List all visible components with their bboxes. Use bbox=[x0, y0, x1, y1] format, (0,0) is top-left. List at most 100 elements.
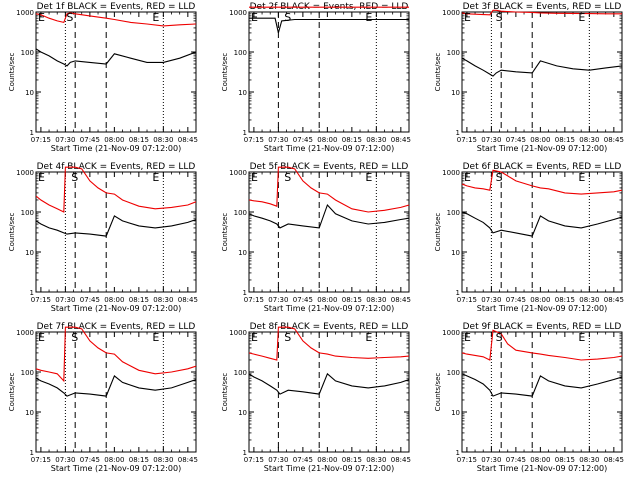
x-tick-label: 07:15 bbox=[244, 136, 264, 144]
y-tick-label: 10 bbox=[25, 89, 34, 97]
x-tick-label: 08:15 bbox=[342, 136, 362, 144]
x-tick-label: 07:30 bbox=[481, 136, 501, 144]
x-tick-label: 07:45 bbox=[80, 456, 100, 464]
marker-e-right: E bbox=[152, 171, 159, 184]
panel-det-4: Det 4f BLACK = Events, RED = LLD 1 10 100 10… bbox=[8, 162, 198, 313]
x-tick-label: 07:45 bbox=[80, 136, 100, 144]
marker-s: S bbox=[496, 11, 503, 24]
plot-frame bbox=[248, 171, 410, 293]
x-tick-label: 07:30 bbox=[268, 456, 288, 464]
x-tick-label: 07:15 bbox=[457, 136, 477, 144]
y-tick-label: 100 bbox=[21, 369, 34, 377]
panel-det-1: Det 1f BLACK = Events, RED = LLD 1 10 100 10… bbox=[8, 2, 198, 153]
marker-s: S bbox=[284, 171, 291, 184]
y-tick-label: 1 bbox=[30, 129, 34, 137]
x-tick-label: 07:45 bbox=[80, 296, 100, 304]
y-tick-label: 1000 bbox=[16, 169, 34, 177]
y-tick-label: 10 bbox=[238, 409, 247, 417]
panel-det-5: Det 5f BLACK = Events, RED = LLD 1 10 100 10… bbox=[221, 162, 411, 313]
x-tick-label: 07:45 bbox=[293, 136, 313, 144]
x-tick-label: 07:30 bbox=[268, 136, 288, 144]
y-tick-label: 100 bbox=[21, 49, 34, 57]
y-tick-label: 1000 bbox=[16, 329, 34, 337]
lld-series-line bbox=[36, 166, 196, 213]
marker-e-right: E bbox=[578, 331, 585, 344]
x-tick-label: 08:15 bbox=[342, 456, 362, 464]
events-series-line bbox=[462, 57, 622, 77]
y-tick-label: 10 bbox=[451, 409, 460, 417]
marker-e-right: E bbox=[365, 331, 372, 344]
y-tick-label: 1 bbox=[243, 289, 247, 297]
y-tick-label: 1000 bbox=[229, 329, 247, 337]
y-axis-label: Counts/sec bbox=[221, 373, 229, 412]
marker-s: S bbox=[284, 331, 291, 344]
y-tick-label: 10 bbox=[238, 249, 247, 257]
x-tick-label: 07:15 bbox=[31, 456, 51, 464]
marker-s: S bbox=[71, 331, 78, 344]
x-axis-label: Start Time (21-Nov-09 07:12:00) bbox=[477, 144, 607, 153]
marker-s: S bbox=[284, 11, 291, 24]
y-tick-label: 1000 bbox=[442, 169, 460, 177]
x-tick-label: 08:45 bbox=[391, 136, 411, 144]
x-tick-label: 08:15 bbox=[555, 296, 575, 304]
events-series-line bbox=[36, 375, 196, 397]
x-tick-label: 07:15 bbox=[244, 296, 264, 304]
x-tick-label: 08:15 bbox=[342, 296, 362, 304]
y-tick-label: 1000 bbox=[229, 169, 247, 177]
x-tick-label: 07:45 bbox=[506, 296, 526, 304]
marker-e-right: E bbox=[578, 11, 585, 24]
lld-series-line bbox=[36, 12, 196, 27]
x-tick-label: 08:45 bbox=[604, 296, 624, 304]
x-tick-label: 07:30 bbox=[55, 136, 75, 144]
x-tick-label: 08:30 bbox=[579, 296, 599, 304]
marker-e-right: E bbox=[152, 331, 159, 344]
panel-title: Det 8f BLACK = Events, RED = LLD bbox=[250, 322, 409, 332]
y-axis-label: Counts/sec bbox=[221, 213, 229, 252]
lld-series-line bbox=[462, 169, 622, 195]
y-tick-label: 10 bbox=[451, 249, 460, 257]
y-tick-label: 1 bbox=[456, 449, 460, 457]
y-tick-label: 1 bbox=[456, 129, 460, 137]
y-axis-label: Counts/sec bbox=[434, 373, 442, 412]
panel-title: Det 9f BLACK = Events, RED = LLD bbox=[463, 322, 622, 332]
x-tick-label: 07:15 bbox=[31, 296, 51, 304]
x-tick-label: 07:15 bbox=[244, 456, 264, 464]
y-tick-label: 10 bbox=[25, 249, 34, 257]
panel-title: Det 7f BLACK = Events, RED = LLD bbox=[37, 322, 196, 332]
plot-frame bbox=[35, 11, 197, 133]
x-axis-label: Start Time (21-Nov-09 07:12:00) bbox=[51, 464, 181, 473]
x-axis-label: Start Time (21-Nov-09 07:12:00) bbox=[264, 304, 394, 313]
x-tick-label: 07:30 bbox=[55, 296, 75, 304]
y-tick-label: 10 bbox=[451, 89, 460, 97]
marker-e-left: E bbox=[251, 331, 258, 344]
y-axis-label: Counts/sec bbox=[8, 53, 16, 92]
plot-frame bbox=[35, 331, 197, 453]
x-tick-label: 07:15 bbox=[31, 136, 51, 144]
y-tick-label: 100 bbox=[447, 209, 460, 217]
plot-frame bbox=[35, 171, 197, 293]
events-series-line bbox=[462, 373, 622, 397]
lld-series-line bbox=[462, 9, 622, 16]
x-tick-label: 08:15 bbox=[129, 296, 149, 304]
x-tick-label: 08:30 bbox=[153, 136, 173, 144]
x-tick-label: 08:00 bbox=[317, 456, 337, 464]
y-tick-label: 1 bbox=[30, 449, 34, 457]
x-tick-label: 08:45 bbox=[178, 296, 198, 304]
x-tick-label: 07:45 bbox=[293, 296, 313, 304]
x-axis-label: Start Time (21-Nov-09 07:12:00) bbox=[477, 464, 607, 473]
y-tick-label: 100 bbox=[447, 369, 460, 377]
marker-s: S bbox=[71, 171, 78, 184]
x-tick-label: 07:30 bbox=[268, 296, 288, 304]
events-series-line bbox=[249, 203, 409, 229]
x-tick-label: 08:45 bbox=[178, 136, 198, 144]
y-tick-label: 1000 bbox=[229, 9, 247, 17]
y-axis-label: Counts/sec bbox=[434, 213, 442, 252]
y-tick-label: 10 bbox=[238, 89, 247, 97]
panel-title: Det 1f BLACK = Events, RED = LLD bbox=[37, 2, 196, 12]
lld-series-line bbox=[462, 329, 622, 361]
panel-det-3: Det 3f BLACK = Events, RED = LLD 1 10 100 10… bbox=[434, 2, 624, 153]
panel-det-9: Det 9f BLACK = Events, RED = LLD 1 10 100 10… bbox=[434, 322, 624, 473]
x-tick-label: 08:45 bbox=[391, 296, 411, 304]
x-tick-label: 08:15 bbox=[129, 456, 149, 464]
